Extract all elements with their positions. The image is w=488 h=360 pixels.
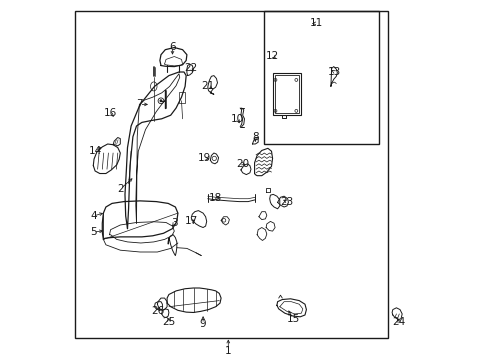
Text: 16: 16 (104, 108, 117, 118)
Bar (274, 75, 299, 113)
Text: 26: 26 (150, 306, 163, 316)
Text: 8: 8 (251, 132, 258, 142)
Text: 12: 12 (265, 51, 279, 61)
Text: 3: 3 (171, 218, 177, 228)
Bar (75, 11, 387, 338)
Text: 9: 9 (200, 319, 206, 329)
Bar (272, 73, 301, 115)
Text: 1: 1 (224, 346, 231, 356)
Text: 7: 7 (136, 99, 142, 109)
Circle shape (160, 100, 162, 102)
Text: 18: 18 (208, 193, 221, 203)
Text: 17: 17 (184, 216, 198, 226)
Text: 10: 10 (230, 114, 244, 124)
Text: 21: 21 (201, 81, 214, 91)
Text: 5: 5 (90, 227, 97, 237)
Bar (179, 92, 185, 103)
Text: 15: 15 (286, 314, 299, 324)
Text: 11: 11 (309, 18, 323, 28)
Text: 22: 22 (183, 63, 197, 73)
Text: 6: 6 (169, 42, 176, 52)
Text: 19: 19 (197, 153, 210, 163)
Text: 25: 25 (162, 317, 175, 327)
Bar (264, 11, 379, 144)
Text: 14: 14 (88, 146, 102, 156)
Text: 23: 23 (280, 197, 293, 207)
Text: 4: 4 (90, 211, 97, 221)
Text: 13: 13 (327, 67, 341, 77)
Text: 24: 24 (392, 317, 405, 327)
Text: 2: 2 (117, 184, 123, 194)
Text: 20: 20 (236, 159, 249, 169)
